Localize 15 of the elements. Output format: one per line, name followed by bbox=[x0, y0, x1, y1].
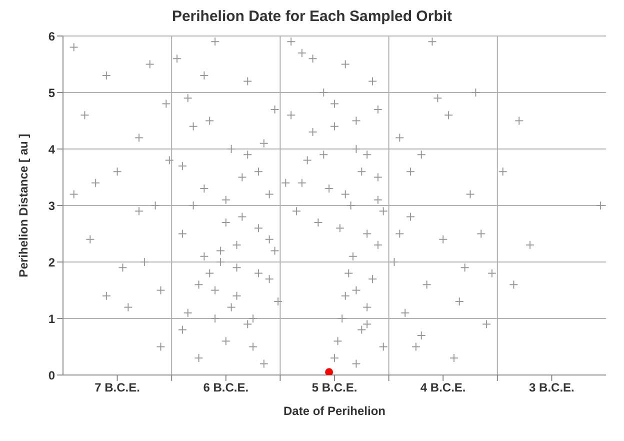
x-tick-label: 5 B.C.E. bbox=[312, 380, 358, 395]
x-tick-label: 6 B.C.E. bbox=[203, 380, 249, 395]
y-tick-label: 0 bbox=[48, 368, 56, 382]
x-tick-label: 3 B.C.E. bbox=[529, 380, 574, 395]
y-tick-label: 2 bbox=[48, 255, 56, 270]
x-axis-title: Date of Perihelion bbox=[283, 404, 386, 418]
y-tick-label: 1 bbox=[48, 312, 56, 326]
y-tick-label: 3 bbox=[48, 198, 56, 213]
x-tick-label: 7 B.C.E. bbox=[94, 380, 140, 395]
x-tick-label: 4 B.C.E. bbox=[420, 380, 466, 395]
y-tick-label: 4 bbox=[48, 142, 56, 156]
y-axis-title: Perihelion Distance [ au ] bbox=[16, 134, 30, 278]
y-tick-label: 6 bbox=[48, 29, 56, 44]
y-tick-label: 5 bbox=[48, 86, 56, 100]
chart-title: Perihelion Date for Each Sampled Orbit bbox=[170, 8, 454, 27]
